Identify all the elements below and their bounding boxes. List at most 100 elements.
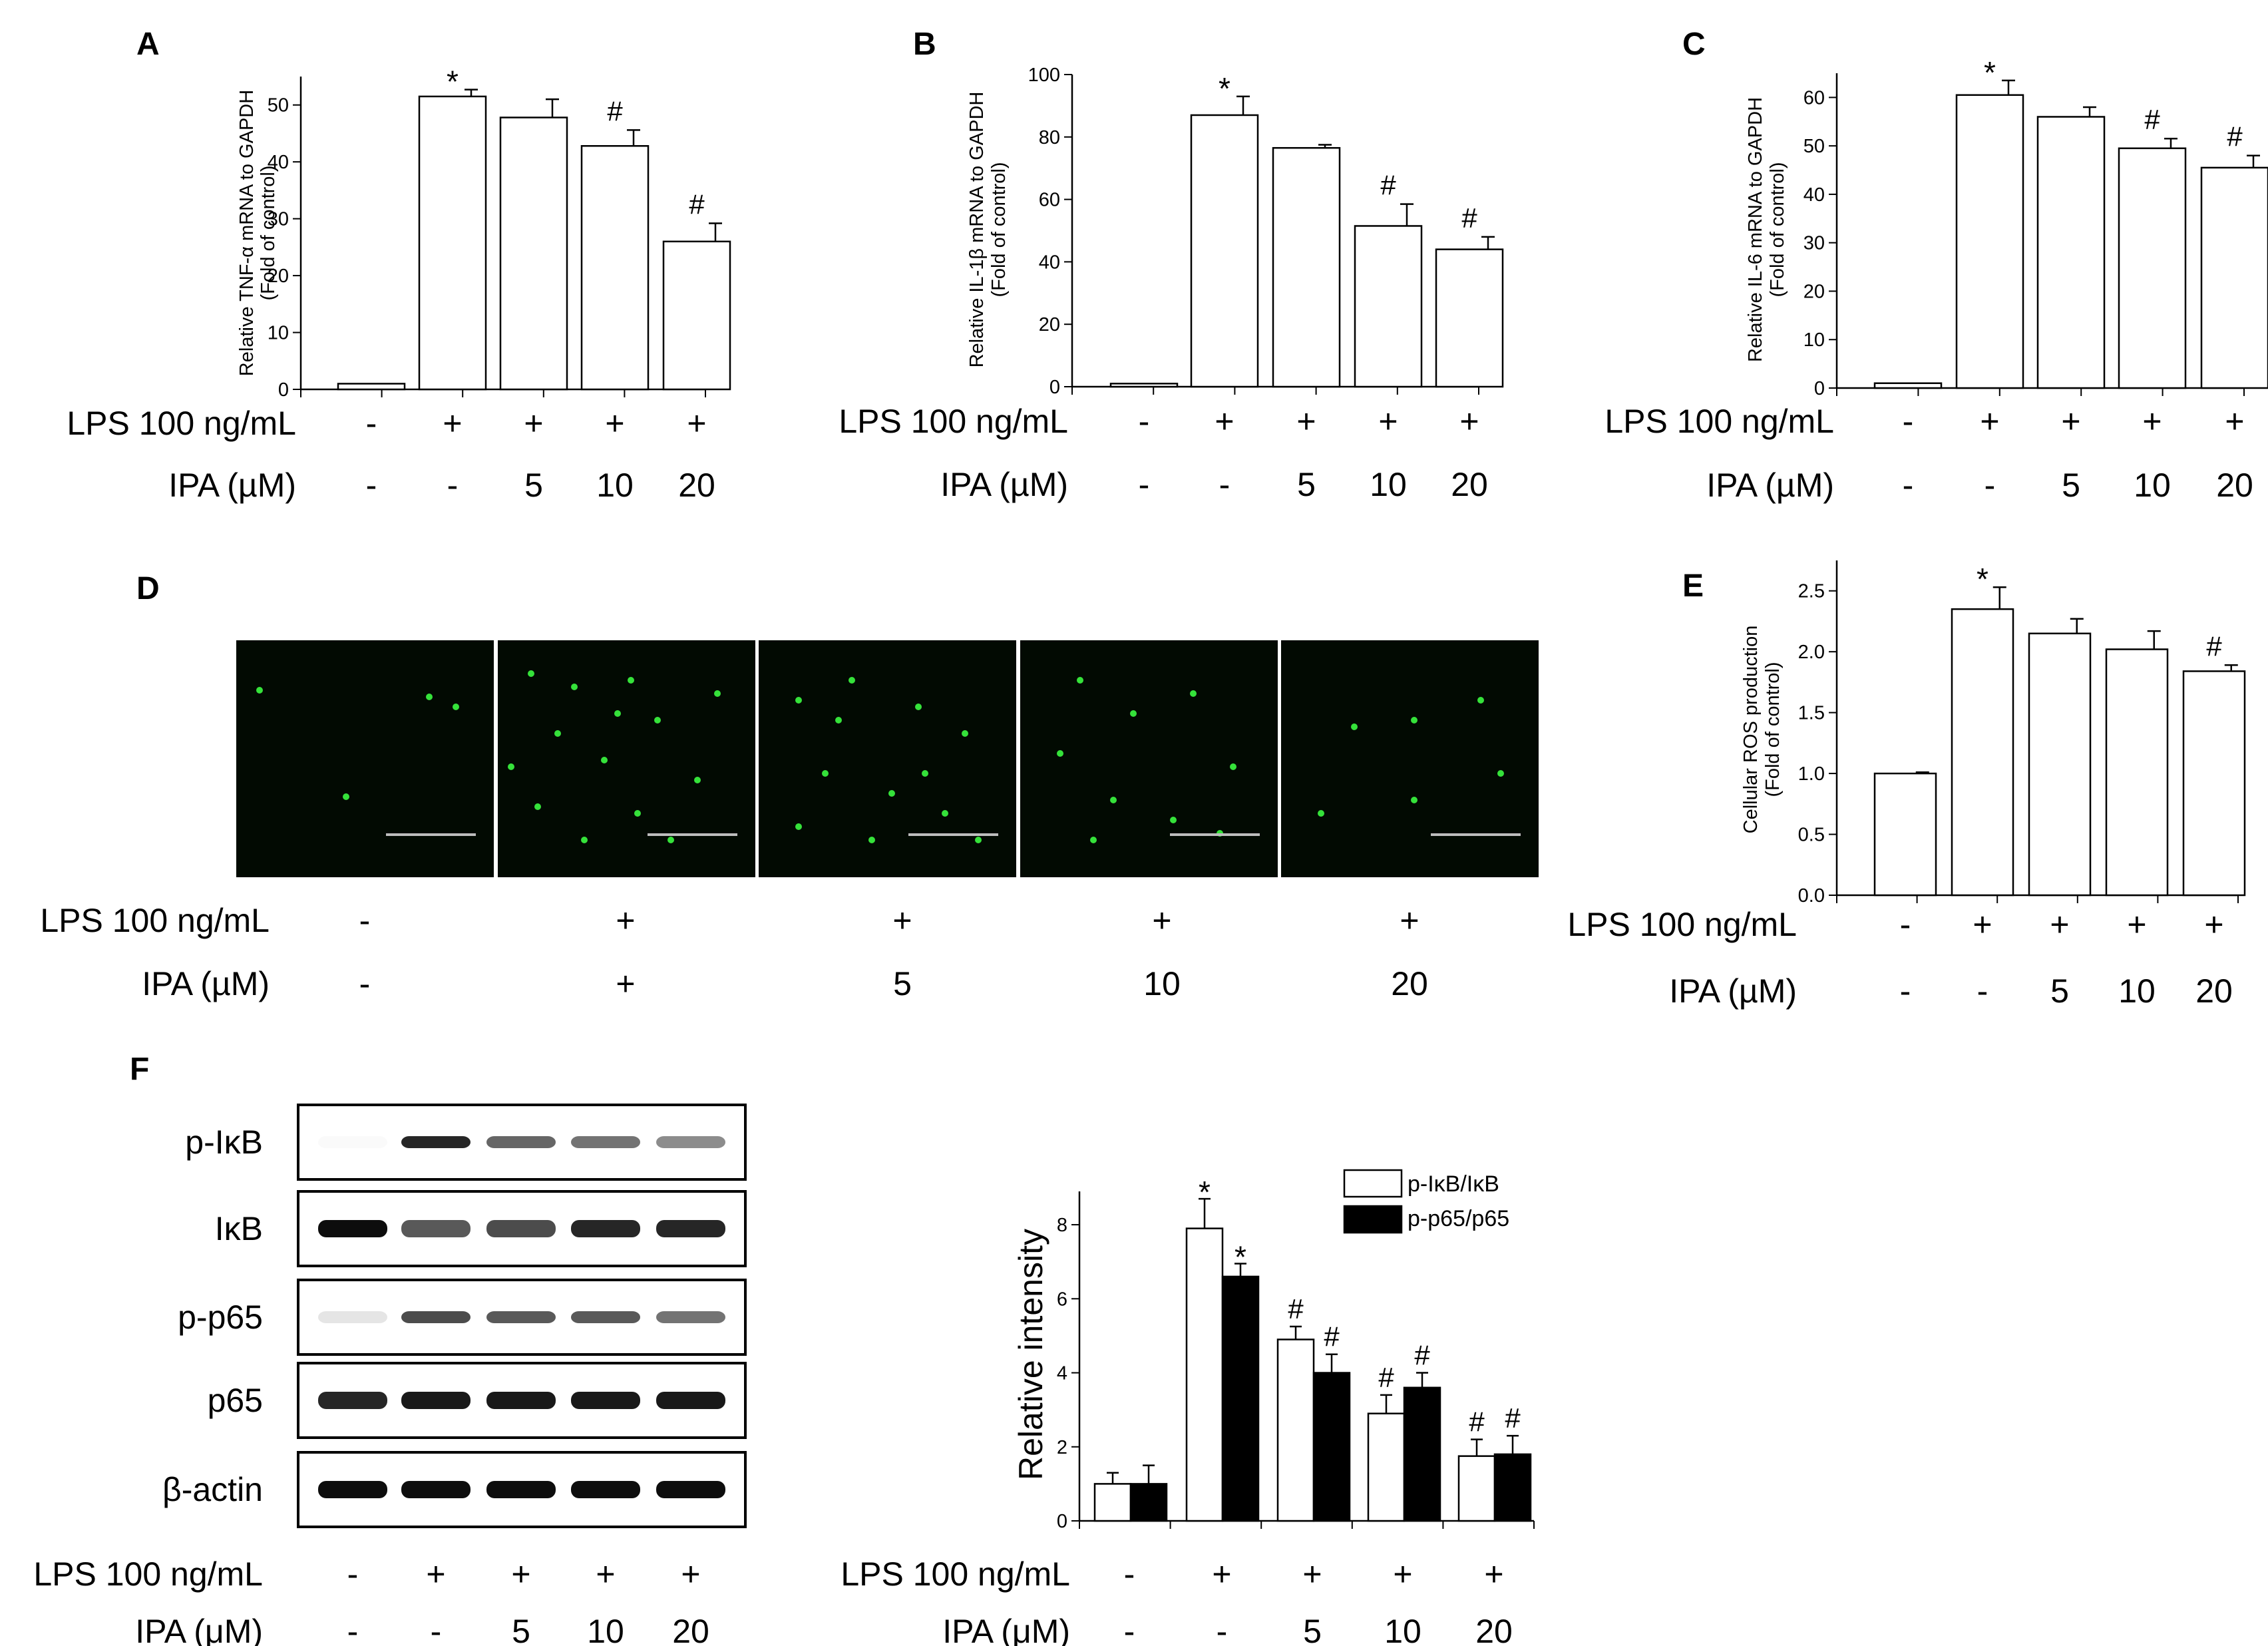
panel-letter: D [136, 571, 160, 606]
y-tick-label: 0.5 [1798, 825, 1825, 846]
y-tick-label: 20 [1803, 281, 1825, 302]
ipa-condition: 5 [524, 467, 543, 504]
ipa-row-label: IPA (µM) [1706, 467, 1834, 504]
bar [418, 95, 487, 391]
lps-row-label: LPS 100 ng/mL [40, 902, 270, 939]
y-tick-label: 30 [1803, 233, 1825, 254]
ipa-condition: 20 [672, 1613, 709, 1646]
blot-band [318, 1220, 387, 1237]
ipa-condition: - [1903, 467, 1914, 504]
fluorescent-cell-dot [581, 837, 588, 843]
lps-row-label: LPS 100 ng/mL [1567, 906, 1797, 943]
panel-d-micrographs: D LPS 100 ng/mL IPA (µM) - - + + +5 +10 +20 [40, 571, 1539, 1002]
y-tick-label: 40 [268, 152, 289, 173]
fluorescence-micrograph [1281, 640, 1539, 877]
lps-row-label: LPS 100 ng/mL [839, 403, 1068, 440]
fluorescent-cell-dot [1170, 817, 1177, 823]
y-tick-label: 0 [278, 379, 289, 401]
fluorescent-cell-dot [628, 677, 634, 684]
y-tick-label: 1.0 [1798, 763, 1825, 785]
y-tick-label: 60 [1039, 190, 1060, 211]
ipa-condition: + [616, 965, 635, 1002]
bar-p-ikb [1367, 1412, 1406, 1522]
ipa-condition: - [1124, 1613, 1135, 1646]
y-tick-label: 0 [1814, 378, 1825, 399]
bar-p-ikb [1093, 1483, 1132, 1522]
y-tick-label: 40 [1803, 184, 1825, 206]
legend-swatch-filled [1343, 1205, 1403, 1234]
fluorescent-cell-dot [1411, 797, 1418, 803]
bar [499, 116, 568, 391]
ipa-row-label: IPA (μM) [135, 1613, 263, 1646]
blot-strip [297, 1104, 747, 1181]
panel-letter: B [913, 27, 936, 62]
fluorescent-cell-dot [1077, 677, 1083, 684]
lps-row-label: LPS 100 ng/mL [33, 1555, 263, 1593]
bar-p-ikb [1185, 1227, 1224, 1522]
y-tick-label: 0 [1057, 1511, 1067, 1532]
y-tick-label: 30 [268, 209, 289, 230]
y-tick-label: 10 [1803, 329, 1825, 351]
blot-band [486, 1311, 556, 1323]
fluorescent-cell-dot [614, 710, 621, 717]
fluorescent-cell-dot [694, 777, 701, 783]
fluorescent-cell-dot [942, 810, 948, 817]
lps-condition: + [1400, 902, 1419, 939]
blot-row-label: p65 [208, 1382, 263, 1419]
blot-band [486, 1220, 556, 1237]
y-axis-subtitle: (Fold of control) [1767, 162, 1788, 297]
ipa-condition: - [1984, 467, 1996, 504]
bar-p-p65 [1221, 1275, 1260, 1522]
blot-band [571, 1481, 640, 1498]
bar [1109, 383, 1179, 388]
fluorescence-micrograph [236, 640, 494, 877]
fluorescent-cell-dot [975, 837, 982, 843]
fluorescent-cell-dot [888, 790, 895, 797]
lps-condition: - [359, 902, 371, 939]
y-tick-label: 2.5 [1798, 581, 1825, 602]
ipa-condition: 10 [2118, 972, 2156, 1010]
blot-row-label: IκB [215, 1210, 263, 1247]
fluorescent-cell-dot [634, 810, 641, 817]
bar [662, 240, 731, 391]
lps-condition: + [1973, 906, 1992, 943]
blot-row-label: p-p65 [178, 1299, 263, 1336]
lps-condition: + [2050, 906, 2069, 943]
significance-hash: # [1461, 202, 1477, 234]
fluorescent-cell-dot [822, 770, 829, 777]
fluorescent-cell-dot [1110, 797, 1117, 803]
fluorescent-cell-dot [426, 694, 433, 700]
significance-star: * [1984, 55, 1996, 90]
lps-row-label: LPS 100 ng/mL [67, 405, 296, 442]
ipa-condition: 10 [1384, 1613, 1421, 1646]
fluorescent-cell-dot [795, 823, 802, 830]
lps-condition: + [443, 405, 462, 442]
lps-condition: - [1139, 403, 1150, 440]
ipa-condition: - [1977, 972, 1988, 1010]
lps-condition: + [1296, 403, 1316, 440]
y-tick-label: 100 [1028, 65, 1060, 86]
bar [2118, 147, 2187, 389]
fluorescent-cell-dot [1130, 710, 1137, 717]
ipa-condition: - [447, 467, 459, 504]
blot-band [318, 1136, 387, 1148]
blot-band [571, 1136, 640, 1148]
y-tick-label: 0 [1049, 377, 1060, 398]
blot-band [486, 1481, 556, 1498]
panel-letter: C [1682, 27, 1706, 62]
y-tick-label: 2.0 [1798, 642, 1825, 663]
fluorescence-micrograph [759, 640, 1016, 877]
bar [2105, 648, 2169, 897]
lps-row-label: LPS 100 ng/mL [1605, 403, 1834, 440]
lps-condition: - [1900, 906, 1911, 943]
blot-band [486, 1136, 556, 1148]
significance-star: * [1199, 1175, 1211, 1209]
y-axis-title: Relative IL-6 mRNA to GAPDH [1745, 97, 1766, 362]
panel-f-western-blot: Fp-IκB IκB p-p65 p65 β-actin LPS 100 ng/mL IPA… [33, 1052, 747, 1646]
significance-star: * [447, 65, 459, 99]
ipa-condition: 20 [2216, 467, 2253, 504]
bar [1951, 608, 2014, 897]
fluorescent-cell-dot [1351, 723, 1358, 730]
bar-p-ikb [1276, 1338, 1315, 1522]
